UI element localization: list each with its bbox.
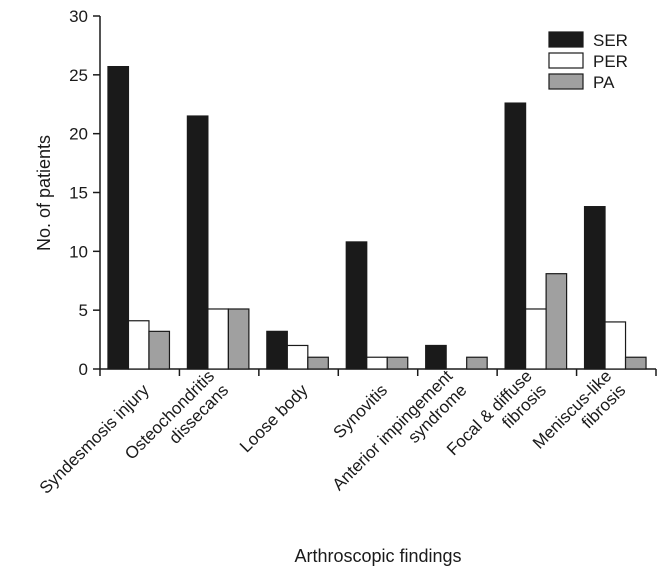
bar-pa [227,308,250,370]
y-tick-label: 10 [69,242,88,261]
legend-label-pa: PA [593,73,615,92]
bar-pa [307,356,329,370]
category-labels: Syndesmosis injuryOsteochondritisdisseca… [36,366,630,508]
y-tick-label: 5 [79,301,88,320]
bar-pa [466,356,488,370]
bar-pa [624,356,647,370]
legend-swatch-ser [548,31,584,48]
legend: SER PER PA [548,31,628,92]
bar-pa [386,356,409,370]
legend-swatch-per [548,52,584,69]
category-label: Anterior impingementsyndrome [329,366,471,508]
y-axis-title: No. of patients [34,135,54,251]
legend-label-ser: SER [593,31,628,50]
x-axis [99,368,657,376]
bar-ser [266,330,288,370]
y-axis: 0 5 10 15 20 25 30 [69,7,101,379]
bar-per [366,356,388,370]
bar-pa [148,330,171,370]
bar-ser [583,206,606,370]
bar-ser [504,102,527,370]
bar-per [127,320,150,370]
category-label: Meniscus-likefibrosis [529,366,629,466]
y-tick-label: 25 [69,66,88,85]
bar-per [525,308,547,370]
y-tick-label: 0 [79,360,88,379]
bar-ser [186,115,209,370]
bar-per [604,321,627,370]
y-tick-label: 20 [69,125,88,144]
category-label: Loose body [236,380,312,456]
y-tick-label: 15 [69,184,88,203]
y-tick-label: 30 [69,7,88,26]
bar-per [207,308,229,370]
bar-per [286,344,309,370]
x-axis-title: Arthroscopic findings [294,546,461,566]
bar-ser [107,65,130,370]
bar-ser [425,344,447,370]
legend-label-per: PER [593,52,628,71]
category-label: Focal & diffusefibrosis [443,366,550,473]
bars [107,65,647,370]
legend-swatch-pa [548,73,584,90]
bar-pa [545,273,568,370]
bar-ser [345,241,368,370]
